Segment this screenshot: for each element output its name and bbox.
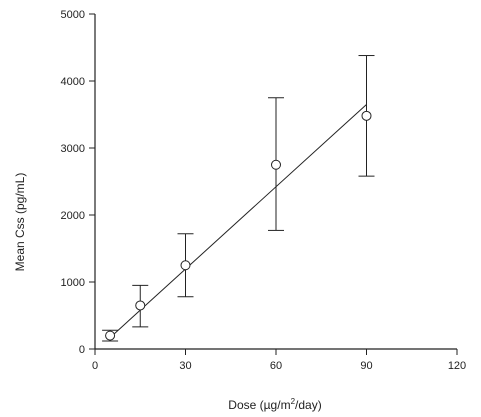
x-tick-label: 60 — [270, 360, 282, 372]
x-axis-label: Dose (µg/m2/day) — [228, 397, 321, 412]
x-tick-label: 90 — [360, 360, 372, 372]
fit-line-group — [109, 104, 367, 338]
x-axis-label-sup: 2 — [291, 397, 296, 406]
x-tick-label: 30 — [179, 360, 191, 372]
data-point — [361, 110, 372, 121]
ticks: 0 1000 2000 3000 4000 5000 0 30 60 90 120 — [61, 9, 467, 372]
y-tick-label: 1000 — [61, 277, 85, 289]
fit-line — [109, 104, 367, 338]
data-point — [135, 300, 146, 311]
data-point — [271, 159, 281, 170]
y-tick-label: 0 — [79, 344, 85, 356]
x-axis-label-tail: /day) — [295, 398, 322, 412]
x-tick-label: 0 — [92, 360, 98, 372]
x-tick-label: 120 — [448, 360, 466, 372]
error-bars — [102, 55, 375, 342]
x-axis-label-main: Dose (µg/m — [228, 398, 290, 412]
data-points — [105, 110, 372, 341]
data-point — [105, 330, 116, 341]
data-point — [180, 260, 191, 271]
y-tick-label: 5000 — [61, 9, 85, 21]
y-tick-label: 4000 — [61, 76, 85, 88]
y-tick-label: 2000 — [61, 210, 85, 222]
y-axis-label: Mean Css (pg/mL) — [13, 173, 27, 272]
y-tick-label: 3000 — [61, 143, 85, 155]
